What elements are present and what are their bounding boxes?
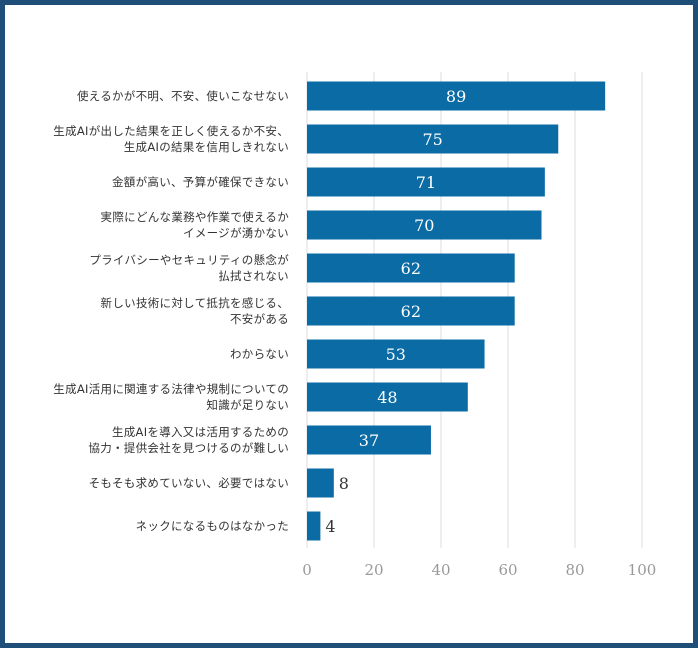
category-label: 新しい技術に対して抵抗を感じる、 不安がある bbox=[100, 296, 289, 326]
data-label: 8 bbox=[339, 474, 349, 493]
x-tick-label: 100 bbox=[628, 561, 657, 579]
category-label: 生成AIが出した結果を正しく使えるか不安、 生成AIの結果を信用しきれない bbox=[53, 124, 289, 154]
data-label: 70 bbox=[414, 216, 434, 235]
bar bbox=[307, 468, 334, 498]
x-tick-label: 0 bbox=[302, 561, 312, 579]
data-label: 48 bbox=[377, 388, 397, 407]
category-label: 実際にどんな業務や作業で使えるか イメージが湧かない bbox=[100, 210, 289, 240]
data-label: 71 bbox=[416, 173, 436, 192]
category-label: 使えるかが不明、不安、使いこなせない bbox=[76, 89, 289, 103]
bar bbox=[307, 124, 559, 154]
bar bbox=[307, 382, 468, 412]
bar bbox=[307, 511, 321, 541]
data-label: 37 bbox=[359, 431, 379, 450]
category-label: ネックになるものはなかった bbox=[135, 519, 289, 533]
bar bbox=[307, 296, 515, 326]
category-label: わからない bbox=[230, 347, 289, 361]
data-label: 62 bbox=[401, 302, 421, 321]
bar bbox=[307, 339, 485, 369]
bar-chart: 0 20 40 60 80 100 89 75 71 70 62 62 53 48 37 8 4 bbox=[302, 72, 657, 579]
category-label: そもそも求めていない、必要ではない bbox=[88, 476, 289, 490]
bar bbox=[307, 425, 431, 455]
bar bbox=[307, 167, 545, 197]
x-tick-label: 40 bbox=[431, 561, 450, 579]
bar bbox=[307, 210, 542, 240]
data-label: 53 bbox=[386, 345, 406, 364]
category-label: 生成AIを導入又は活用するための 協力・提供会社を見つけるのが難しい bbox=[88, 425, 289, 455]
data-label: 75 bbox=[422, 130, 442, 149]
data-label: 89 bbox=[446, 87, 466, 106]
category-label: 金額が高い、予算が確保できない bbox=[112, 175, 289, 189]
category-label: 生成AI活用に関連する法律や規制についての 知識が足りない bbox=[53, 382, 289, 412]
x-tick-label: 80 bbox=[565, 561, 584, 579]
category-label: プライバシーやセキュリティの懸念が 払拭されない bbox=[89, 253, 289, 283]
x-tick-label: 20 bbox=[364, 561, 383, 579]
data-label: 4 bbox=[325, 517, 335, 536]
data-label: 62 bbox=[401, 259, 421, 278]
bar bbox=[307, 81, 606, 111]
x-tick-label: 60 bbox=[498, 561, 517, 579]
bar bbox=[307, 253, 515, 283]
